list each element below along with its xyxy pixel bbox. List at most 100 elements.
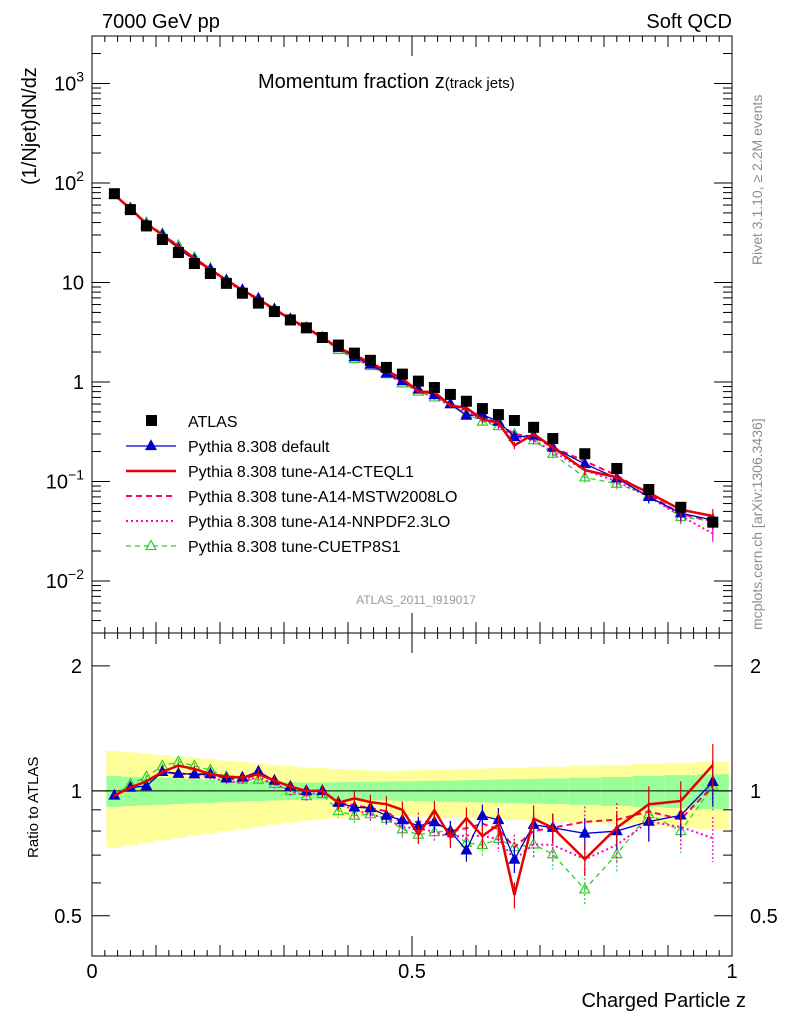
data-point <box>204 268 216 280</box>
ratio-point <box>546 847 559 859</box>
legend-entry: Pythia 8.308 default <box>126 439 330 456</box>
y-tick-label: 1 <box>73 372 84 394</box>
ratio-axis-label: Ratio to ATLAS <box>25 757 42 858</box>
legend-label: Pythia 8.308 tune-A14-NNPDF2.3LO <box>188 514 450 531</box>
data-point <box>508 430 521 442</box>
ratio-point <box>476 838 489 850</box>
data-point <box>675 501 687 513</box>
ratio-band-inner <box>568 777 601 805</box>
legend-label: Pythia 8.308 default <box>188 439 330 456</box>
ratio-point <box>578 826 591 838</box>
data-point <box>412 375 424 387</box>
ratio-point <box>188 767 201 779</box>
legend: ATLAS Pythia 8.308 default Pythia 8.308 tu… <box>126 414 457 556</box>
legend-label: Pythia 8.308 tune-CUETP8S1 <box>188 539 401 556</box>
data-point <box>220 277 232 289</box>
legend-marker <box>145 439 157 451</box>
legend-entry: Pythia 8.308 tune-A14-CTEQL1 <box>126 464 414 481</box>
data-point <box>460 395 472 407</box>
y-tick-label: 103 <box>54 68 84 95</box>
data-point <box>444 388 456 400</box>
ratio-point <box>396 813 409 825</box>
plot-title: Momentum fraction z(track jets) <box>258 71 515 93</box>
legend-label: ATLAS <box>188 414 238 431</box>
header-right: Soft QCD <box>646 11 732 33</box>
y-tick-label: 10 <box>62 272 84 294</box>
ratio-point <box>476 809 489 821</box>
ratio-band-inner <box>138 777 155 806</box>
legend-marker <box>145 539 157 551</box>
data-point <box>396 368 408 380</box>
data-point <box>528 421 540 433</box>
header-left: 7000 GeV pp <box>102 11 220 33</box>
data-point <box>546 446 559 458</box>
data-point <box>316 331 328 343</box>
data-point <box>476 403 488 415</box>
data-point <box>492 409 504 421</box>
data-point <box>300 322 312 334</box>
data-point <box>508 415 520 427</box>
plot-title-main: Momentum fraction z <box>258 71 445 93</box>
y-axis-label: (1/Njet)dN/dz <box>19 67 41 185</box>
ratio-point <box>348 800 361 812</box>
series-atlas <box>108 188 719 528</box>
x-tick-label: 0.5 <box>398 961 426 983</box>
ratio-tick-label: 0.5 <box>54 906 82 928</box>
legend-entry: Pythia 8.308 tune-A14-MSTW2008LO <box>126 489 457 506</box>
plot-title-sub: (track jets) <box>445 75 515 92</box>
ratio-point <box>172 766 185 778</box>
data-point <box>252 297 264 309</box>
x-axis-label: Charged Particle z <box>581 990 746 1012</box>
x-tick-label: 1 <box>726 961 737 983</box>
mcplots-label: mcplots.cern.ch [arXiv:1306.3436] <box>749 418 765 630</box>
ratio-point <box>348 808 361 820</box>
x-tick-label: 0 <box>86 961 97 983</box>
ratio-point <box>332 804 345 816</box>
data-point <box>268 306 280 318</box>
ratio-point <box>460 843 473 855</box>
legend-label: Pythia 8.308 tune-A14-CTEQL1 <box>188 464 414 481</box>
data-point <box>547 433 559 445</box>
series-line-main <box>113 194 714 535</box>
legend-entry: Pythia 8.308 tune-A14-NNPDF2.3LO <box>126 514 450 531</box>
ratio-tick-label-right: 0.5 <box>750 906 778 928</box>
ratio-point <box>252 772 265 784</box>
data-point <box>611 463 623 475</box>
y-tick-label: 10−1 <box>46 466 84 493</box>
ratio-point <box>428 815 441 827</box>
data-point <box>707 516 719 528</box>
rivet-version-label: Rivet 3.1.10, ≥ 2.2M events <box>749 95 765 265</box>
ratio-uncertainty-bands <box>92 751 732 848</box>
data-point <box>332 339 344 351</box>
data-point <box>108 188 120 200</box>
ratio-band-inner <box>600 776 633 806</box>
ratio-point <box>578 882 591 894</box>
data-point <box>172 247 184 259</box>
data-point <box>140 220 152 232</box>
data-point <box>364 354 376 366</box>
ratio-tick-label: 2 <box>71 656 82 678</box>
ratio-tick-label-right: 1 <box>750 781 761 803</box>
legend-entry: ATLAS <box>146 414 238 431</box>
data-point <box>236 287 248 299</box>
y-tick-label: 102 <box>54 168 84 195</box>
data-point <box>188 258 200 270</box>
legend-marker <box>146 415 157 426</box>
y-tick-label: 10−2 <box>46 566 84 593</box>
ratio-plot-frame <box>91 632 733 957</box>
data-point <box>156 234 168 246</box>
data-point <box>124 204 136 216</box>
legend-label: Pythia 8.308 tune-A14-MSTW2008LO <box>188 489 457 506</box>
data-point <box>428 381 440 393</box>
data-point <box>348 347 360 359</box>
data-point <box>578 470 591 482</box>
ratio-point <box>508 852 521 864</box>
analysis-watermark: ATLAS_2011_I919017 <box>356 593 476 607</box>
series-layer <box>108 188 719 909</box>
ratio-point <box>380 808 393 820</box>
data-point <box>460 408 473 420</box>
data-point <box>284 314 296 326</box>
ratio-tick-label-right: 2 <box>750 656 761 678</box>
